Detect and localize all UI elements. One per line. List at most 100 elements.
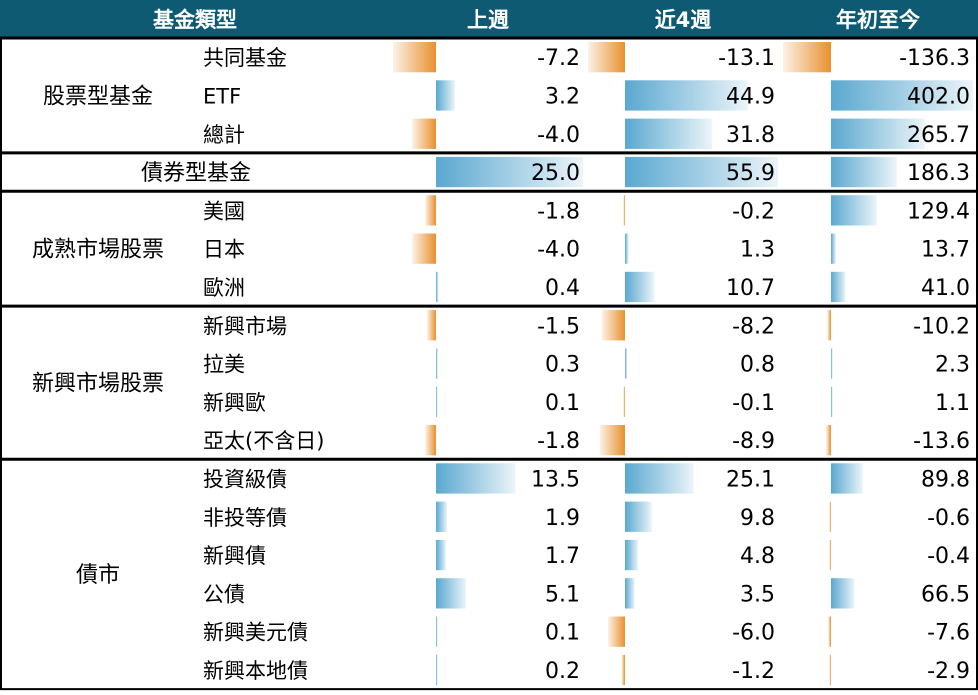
value-label: 265.7: [907, 123, 970, 148]
bar-negative: [827, 310, 831, 341]
value-label: 31.8: [726, 123, 775, 148]
header-band: [0, 0, 978, 38]
value-label: -1.8: [537, 199, 580, 224]
value-label: -13.6: [913, 429, 970, 454]
bar-positive: [625, 463, 694, 494]
bar-negative: [826, 425, 831, 456]
bar-negative: [601, 310, 625, 341]
value-label: 13.7: [921, 238, 970, 263]
value-label: 2.3: [935, 353, 970, 378]
row-label: 新興歐: [203, 391, 266, 415]
bar-positive: [831, 578, 855, 609]
row-label: 總計: [203, 123, 245, 147]
value-label: -1.2: [732, 659, 775, 684]
value-label: -7.6: [927, 621, 970, 646]
bar-positive: [436, 616, 438, 647]
bar-positive: [436, 156, 583, 188]
group-label: 新興市場股票: [32, 372, 164, 397]
row-label: 投資級債: [203, 467, 287, 491]
value-label: 129.4: [907, 199, 970, 224]
bar-negative: [588, 42, 625, 73]
value-label: 4.8: [740, 544, 775, 569]
bar-positive: [436, 578, 466, 609]
bar-positive: [831, 463, 863, 494]
value-label: 3.2: [545, 84, 580, 109]
value-label: 0.8: [740, 353, 775, 378]
group-label: 債市: [76, 563, 120, 588]
value-label: 9.8: [740, 506, 775, 531]
bar-negative: [829, 501, 831, 532]
row-label: 拉美: [203, 353, 245, 377]
group-label: 股票型基金: [43, 84, 153, 109]
row-label: 新興美元債: [203, 621, 308, 645]
value-label: -6.0: [732, 621, 775, 646]
value-label: 0.4: [545, 276, 580, 301]
value-label: -1.5: [537, 314, 580, 339]
value-label: -0.4: [927, 544, 970, 569]
value-label: 0.1: [545, 621, 580, 646]
bar-positive: [625, 539, 639, 571]
value-label: 13.5: [531, 467, 580, 492]
row-label: 共同基金: [203, 46, 287, 70]
bar-positive: [625, 578, 635, 609]
value-label: 0.1: [545, 391, 580, 416]
bar-positive: [831, 118, 925, 149]
value-label: 1.3: [740, 238, 775, 263]
value-label: -4.0: [537, 238, 580, 263]
value-label: 186.3: [907, 161, 970, 186]
bar-positive: [436, 348, 438, 379]
value-label: -10.2: [913, 314, 970, 339]
value-label: -7.2: [537, 46, 580, 71]
value-label: 1.1: [935, 391, 970, 416]
header-fund-type: 基金類型: [153, 8, 237, 32]
bar-positive: [625, 271, 655, 303]
value-label: 10.7: [726, 276, 775, 301]
row-label: 亞太(不含日): [203, 429, 324, 453]
value-label: 44.9: [726, 84, 775, 109]
value-label: 3.5: [740, 582, 775, 607]
value-label: -8.2: [732, 314, 775, 339]
value-label: -13.1: [718, 46, 775, 71]
value-label: 25.1: [726, 467, 775, 492]
bar-negative: [425, 195, 436, 226]
bar-negative: [599, 425, 625, 456]
row-label: 新興本地債: [203, 659, 308, 683]
bar-negative: [608, 616, 625, 647]
header-last-week: 上週: [467, 8, 509, 32]
bar-positive: [625, 233, 629, 264]
bar-negative: [412, 233, 436, 264]
bar-positive: [436, 463, 516, 494]
bar-negative: [829, 654, 831, 686]
bar-positive: [436, 539, 446, 571]
bar-positive: [625, 348, 628, 379]
row-label: ETF: [203, 84, 241, 108]
bar-positive: [831, 156, 897, 188]
bar-negative: [393, 42, 436, 73]
bar-negative: [623, 386, 625, 417]
value-label: -4.0: [537, 123, 580, 148]
bar-positive: [625, 118, 713, 149]
bar-negative: [412, 118, 436, 149]
value-label: 0.3: [545, 353, 580, 378]
value-label: 1.7: [545, 544, 580, 569]
header-4-weeks: 近4週: [655, 8, 712, 32]
value-label: 402.0: [907, 84, 970, 109]
value-label: 89.8: [921, 467, 970, 492]
bar-positive: [831, 271, 846, 303]
bar-negative: [621, 654, 625, 686]
bar-positive: [436, 654, 438, 686]
value-label: -8.9: [732, 429, 775, 454]
bar-negative: [829, 539, 831, 571]
row-label: 公債: [203, 582, 245, 606]
value-label: -2.9: [927, 659, 970, 684]
bar-positive: [436, 386, 438, 417]
bar-positive: [831, 233, 836, 264]
bar-negative: [425, 425, 436, 456]
bar-positive: [831, 195, 877, 226]
bar-negative: [828, 616, 831, 647]
value-label: 55.9: [726, 161, 775, 186]
value-label: 25.0: [531, 161, 580, 186]
value-label: -0.1: [732, 391, 775, 416]
row-label: 日本: [203, 238, 245, 262]
